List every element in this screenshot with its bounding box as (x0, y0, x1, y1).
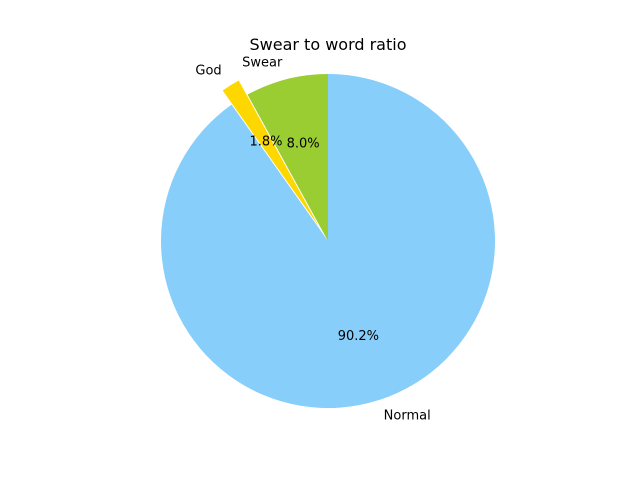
pie-labels: Swear 8.0% God 1.8% Normal 90.2% (195, 56, 430, 424)
slice-label-swear: Swear (242, 56, 283, 71)
pie-slice-normal (161, 74, 496, 408)
pct-label-swear: 8.0% (287, 136, 320, 151)
chart-title: Swear to word ratio (249, 35, 406, 54)
pie-slice-swear (247, 74, 328, 241)
pie-slice-god (222, 80, 320, 227)
pct-label-normal: 90.2% (338, 329, 379, 344)
pie-slices (161, 74, 496, 408)
slice-label-normal: Normal (384, 409, 431, 424)
pct-label-god: 1.8% (249, 134, 282, 149)
slice-label-god: God (195, 64, 221, 79)
